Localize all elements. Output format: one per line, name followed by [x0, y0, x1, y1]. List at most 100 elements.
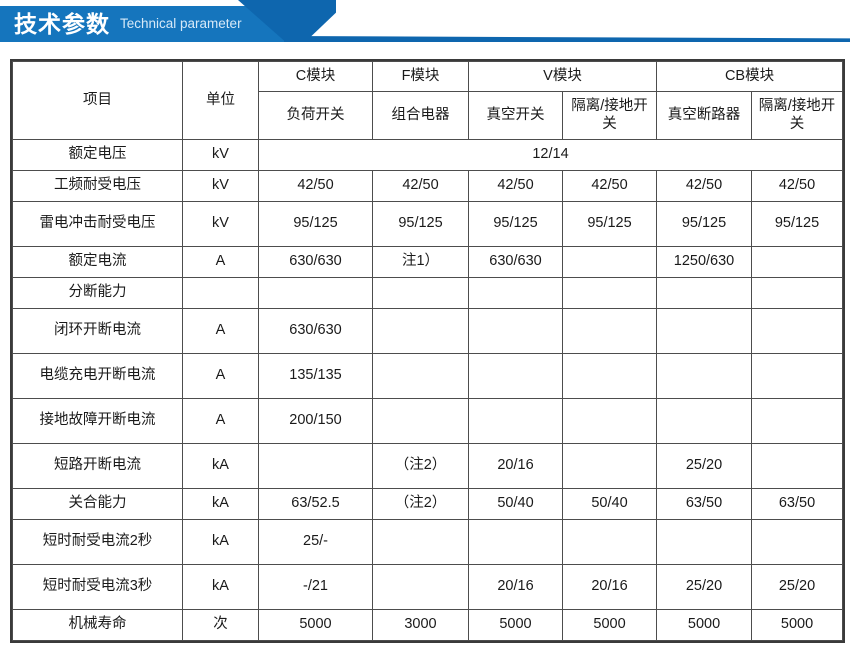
- cell-value: 42/50: [372, 170, 469, 202]
- cell-value: [561, 443, 658, 489]
- cell-value: [468, 308, 563, 354]
- cell-value: [751, 353, 844, 399]
- cell-value: [468, 353, 563, 399]
- cell-unit: 次: [182, 609, 259, 641]
- cell-value: -/21: [258, 564, 373, 610]
- header-group-f: F模块: [372, 61, 469, 92]
- cell-value: [372, 519, 469, 565]
- cell-value: [561, 519, 658, 565]
- header-sub-3: 真空开关: [468, 91, 563, 140]
- cell-value: [656, 277, 753, 309]
- cell-value: 42/50: [751, 170, 844, 202]
- table-row: 雷电冲击耐受电压 kV 95/125 95/125 95/125 95/125 95/125…: [12, 201, 844, 247]
- cell-value: 630/630: [258, 246, 373, 278]
- cell-value: 25/20: [656, 564, 753, 610]
- cell-value: [751, 277, 844, 309]
- cell-value: 5000: [656, 609, 753, 641]
- cell-value: [258, 443, 373, 489]
- cell-value: [468, 519, 563, 565]
- cell-value: 200/150: [258, 398, 373, 444]
- table-head: 项目 单位 C模块 F模块 V模块 CB模块 负荷开关 组合电器 真空开关 隔离…: [12, 61, 844, 140]
- header-group-c: C模块: [258, 61, 373, 92]
- cell-value: 注1）: [372, 246, 469, 278]
- header-sub-6: 隔离/接地开关: [751, 91, 844, 140]
- cell-value: 5000: [468, 609, 563, 641]
- cell-value: [656, 519, 753, 565]
- cell-unit: A: [182, 353, 259, 399]
- cell-value: 1250/630: [656, 246, 753, 278]
- technical-parameter-table: 项目 单位 C模块 F模块 V模块 CB模块 负荷开关 组合电器 真空开关 隔离…: [12, 61, 844, 641]
- cell-value: [372, 308, 469, 354]
- cell-value: 25/-: [258, 519, 373, 565]
- cell-value: 95/125: [751, 201, 844, 247]
- cell-value: [751, 443, 844, 489]
- spec-table-border: 项目 单位 C模块 F模块 V模块 CB模块 负荷开关 组合电器 真空开关 隔离…: [10, 59, 846, 643]
- cell-value: 63/50: [751, 488, 844, 520]
- cell-value: 5000: [258, 609, 373, 641]
- cell-unit: kA: [182, 519, 259, 565]
- cell-value: [258, 277, 373, 309]
- cell-value: 5000: [751, 609, 844, 641]
- cell-value: 20/16: [468, 564, 563, 610]
- header-sub-1: 负荷开关: [258, 91, 373, 140]
- cell-item: 电缆充电开断电流: [12, 353, 183, 399]
- cell-item: 工频耐受电压: [12, 170, 183, 202]
- header-group-v: V模块: [467, 61, 658, 92]
- spec-table-container: 项目 单位 C模块 F模块 V模块 CB模块 负荷开关 组合电器 真空开关 隔离…: [0, 48, 850, 648]
- cell-item: 闭环开断电流: [12, 308, 183, 354]
- cell-value: [751, 398, 844, 444]
- cell-value: [468, 277, 563, 309]
- cell-value: （注2）: [372, 488, 469, 520]
- table-header-row-groups: 项目 单位 C模块 F模块 V模块 CB模块: [12, 61, 844, 140]
- cell-unit: kA: [182, 443, 259, 489]
- cell-value: [561, 308, 658, 354]
- table-header-row-subtypes: 负荷开关 组合电器 真空开关 隔离/接地开关 真空断路器 隔离/接地开关: [13, 91, 844, 140]
- cell-unit: kA: [182, 564, 259, 610]
- cell-value: 20/16: [468, 443, 563, 489]
- cell-value: [372, 564, 469, 610]
- banner-main-shape: [0, 6, 298, 42]
- header-item: 项目: [12, 61, 183, 140]
- cell-unit: [182, 277, 259, 309]
- table-row: 闭环开断电流 A 630/630: [12, 308, 844, 354]
- cell-value: 50/40: [561, 488, 658, 520]
- cell-unit: kV: [182, 201, 259, 247]
- cell-value: [751, 308, 844, 354]
- cell-unit: kA: [182, 488, 259, 520]
- cell-item: 接地故障开断电流: [12, 398, 183, 444]
- cell-value: [656, 398, 753, 444]
- cell-item: 额定电压: [12, 139, 183, 171]
- cell-value: [372, 277, 469, 309]
- banner-title-cn: 技术参数: [14, 10, 110, 37]
- cell-value: 135/135: [258, 353, 373, 399]
- cell-value: （注2）: [372, 443, 469, 489]
- cell-value: 63/52.5: [258, 488, 373, 520]
- table-row: 短时耐受电流3秒 kA -/21 20/16 20/16 25/20 25/20: [12, 564, 844, 610]
- cell-item: 雷电冲击耐受电压: [12, 201, 183, 247]
- cell-unit: A: [182, 246, 259, 278]
- cell-value: 42/50: [561, 170, 658, 202]
- banner-tail-stripe: [284, 36, 850, 42]
- header-sub-2: 组合电器: [372, 91, 469, 140]
- cell-item: 关合能力: [12, 488, 183, 520]
- cell-item: 短路开断电流: [12, 443, 183, 489]
- cell-value: [561, 277, 658, 309]
- cell-item: 分断能力: [12, 277, 183, 309]
- page-banner: 技术参数 Technical parameter: [0, 0, 850, 48]
- cell-value: [656, 308, 753, 354]
- cell-value: 95/125: [258, 201, 373, 247]
- cell-value: 630/630: [468, 246, 563, 278]
- cell-item: 额定电流: [12, 246, 183, 278]
- cell-unit: kV: [182, 170, 259, 202]
- cell-item: 短时耐受电流2秒: [12, 519, 183, 565]
- banner-title-en: Technical parameter: [120, 15, 242, 31]
- table-row: 短路开断电流 kA （注2） 20/16 25/20: [12, 443, 844, 489]
- cell-value: 3000: [372, 609, 469, 641]
- cell-value: 20/16: [561, 564, 658, 610]
- cell-value: [751, 519, 844, 565]
- cell-value: [656, 353, 753, 399]
- cell-value: [751, 246, 844, 278]
- table-row: 接地故障开断电流 A 200/150: [12, 398, 844, 444]
- cell-value: 25/20: [751, 564, 844, 610]
- cell-unit: kV: [182, 139, 259, 171]
